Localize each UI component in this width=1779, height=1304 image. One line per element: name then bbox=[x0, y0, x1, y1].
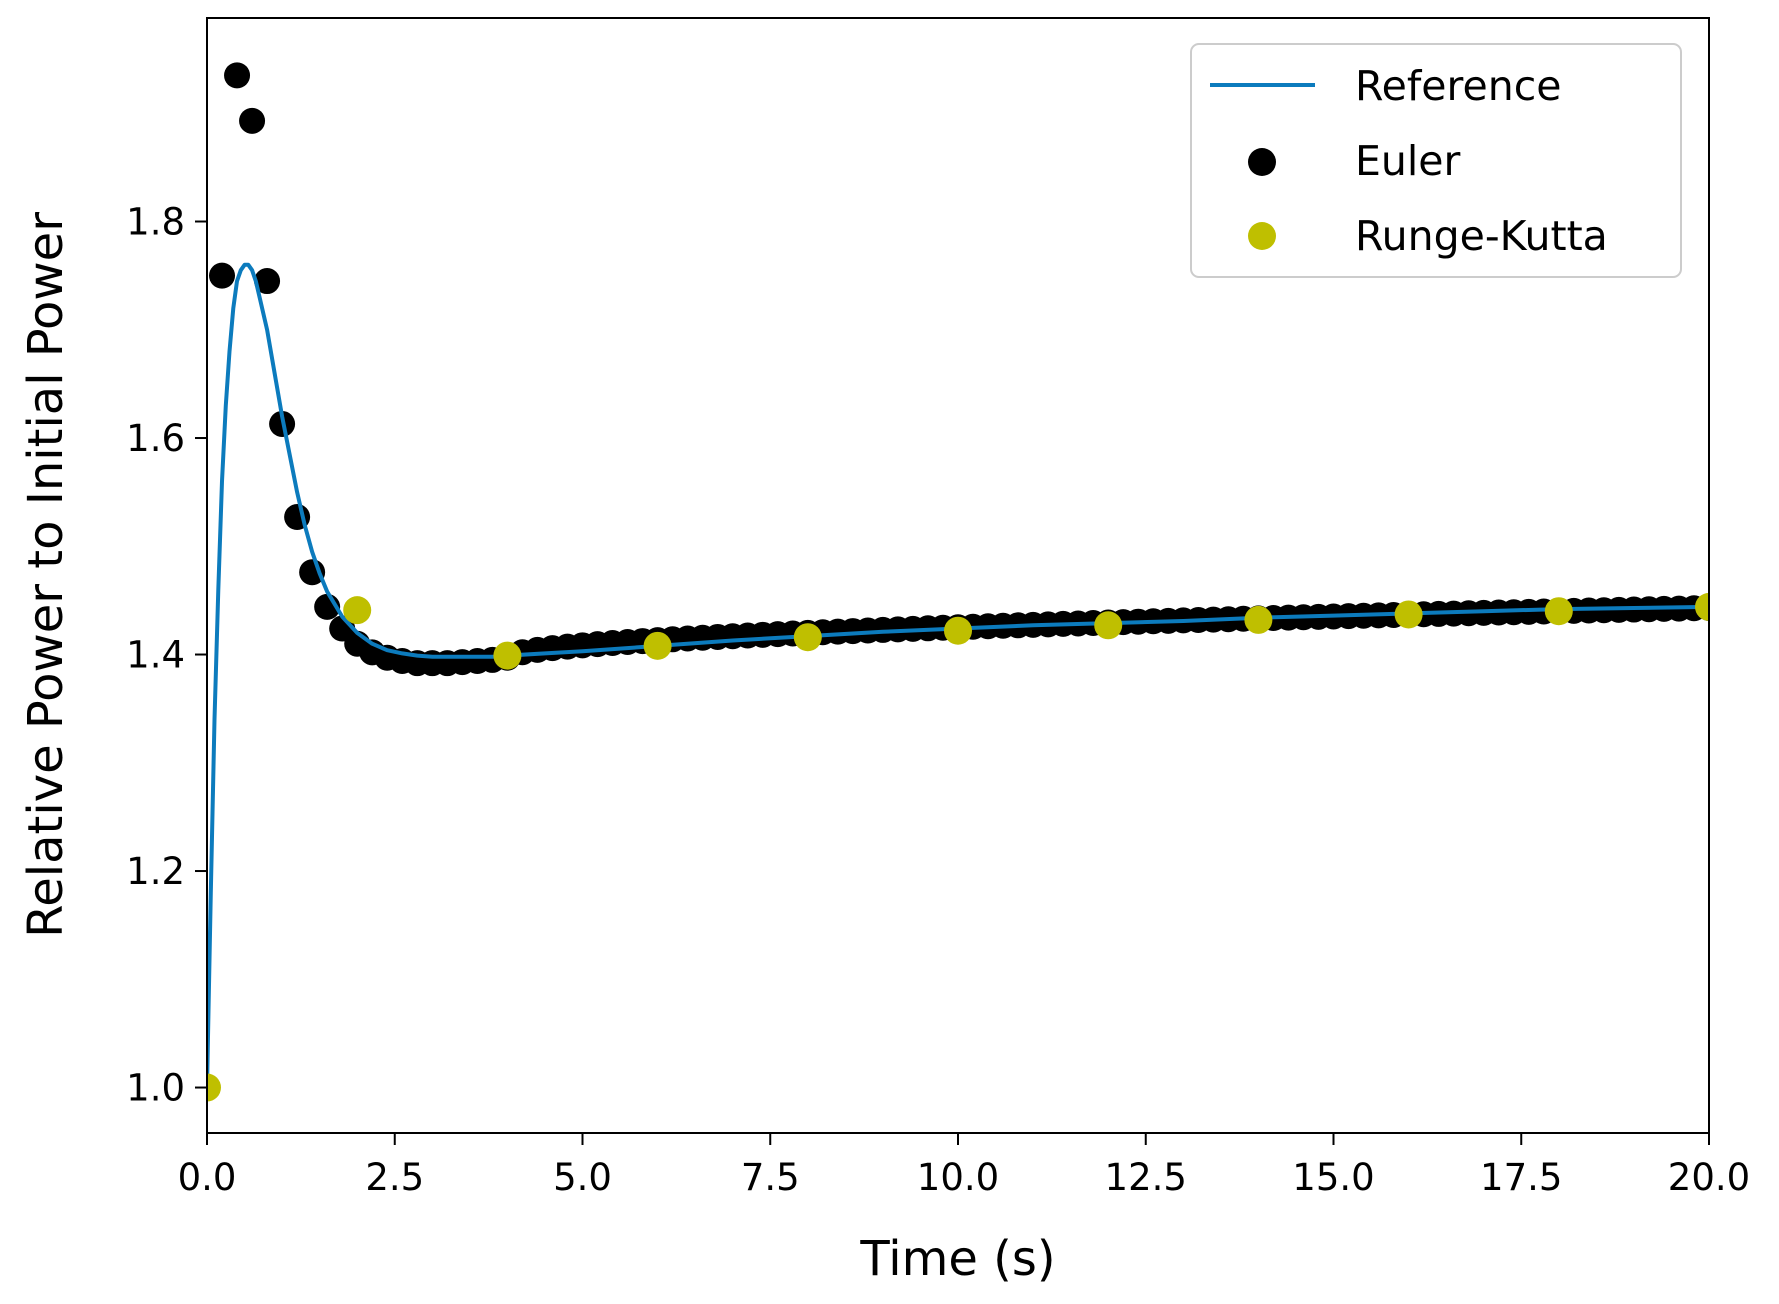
x-axis-ticks: 0.0 2.5 5.0 7.5 10.0 12.5 15.0 17.5 20.0 bbox=[178, 1133, 1750, 1199]
legend: Reference Euler Runge-Kutta bbox=[1190, 43, 1682, 278]
legend-euler-marker bbox=[1248, 148, 1276, 176]
plot-frame bbox=[206, 17, 1710, 1134]
x-tick-label: 20.0 bbox=[1668, 1156, 1750, 1199]
y-tick-label: 1.2 bbox=[126, 850, 185, 893]
x-tick-label: 7.5 bbox=[741, 1156, 800, 1199]
runge-kutta-point bbox=[1695, 592, 1709, 621]
x-tick-label: 17.5 bbox=[1480, 1156, 1562, 1199]
x-tick-label: 0.0 bbox=[178, 1156, 237, 1199]
y-tick-label: 1.4 bbox=[126, 634, 185, 677]
legend-label-runge-kutta: Runge-Kutta bbox=[1355, 212, 1608, 260]
runge-kutta-point bbox=[343, 596, 372, 625]
runge-kutta-point bbox=[1094, 611, 1123, 640]
y-axis-label: Relative Power to Initial Power bbox=[18, 212, 74, 938]
series-reference-line bbox=[207, 262, 1709, 1088]
runge-kutta-point bbox=[207, 1073, 221, 1102]
y-tick-label: 1.8 bbox=[126, 201, 185, 244]
legend-runge-kutta-marker bbox=[1248, 222, 1276, 250]
runge-kutta-point bbox=[1244, 605, 1273, 634]
runge-kutta-point bbox=[793, 623, 822, 652]
y-axis-ticks: 1.0 1.2 1.4 1.6 1.8 bbox=[126, 201, 207, 1110]
legend-frame bbox=[1190, 43, 1682, 278]
runge-kutta-point bbox=[643, 631, 672, 660]
x-tick-label: 5.0 bbox=[553, 1156, 612, 1199]
series-runge-kutta bbox=[207, 592, 1709, 1102]
euler-point bbox=[239, 107, 266, 134]
runge-kutta-point bbox=[1544, 597, 1573, 626]
x-tick-label: 12.5 bbox=[1105, 1156, 1187, 1199]
euler-point bbox=[224, 62, 251, 89]
y-tick-label: 1.6 bbox=[126, 417, 185, 460]
x-tick-label: 10.0 bbox=[917, 1156, 999, 1199]
x-axis-label: Time (s) bbox=[859, 1231, 1055, 1287]
legend-label-euler: Euler bbox=[1355, 137, 1461, 185]
x-tick-label: 2.5 bbox=[365, 1156, 424, 1199]
euler-point bbox=[254, 268, 281, 295]
y-tick-label: 1.0 bbox=[126, 1067, 185, 1110]
legend-label-reference: Reference bbox=[1355, 62, 1561, 110]
runge-kutta-point bbox=[1394, 600, 1423, 629]
plot-marks bbox=[207, 62, 1709, 1102]
x-tick-label: 15.0 bbox=[1292, 1156, 1374, 1199]
runge-kutta-point bbox=[493, 641, 522, 670]
euler-point bbox=[209, 262, 236, 289]
runge-kutta-point bbox=[944, 616, 972, 645]
